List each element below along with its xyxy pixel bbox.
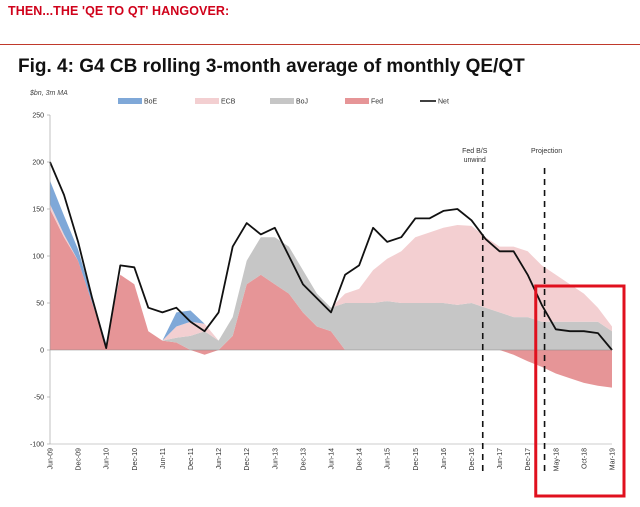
x-tick-label: Dec-09 xyxy=(76,448,83,471)
chart-legend: BoE ECB BoJ Fed Net xyxy=(118,98,449,106)
x-tick-label: Jun-09 xyxy=(48,448,55,470)
area-fed xyxy=(50,209,612,388)
x-tick-label: Oct-18 xyxy=(581,448,588,469)
legend-swatch-fed xyxy=(345,98,369,104)
x-tick-label: Dec-17 xyxy=(525,448,532,471)
x-tick-label: Jun-10 xyxy=(104,448,111,470)
x-tick-label: Dec-12 xyxy=(244,448,251,471)
x-tick-label: Dec-14 xyxy=(357,448,364,471)
y-tick-label: 50 xyxy=(36,301,44,308)
y-tick-label: 250 xyxy=(32,113,44,120)
x-tick-label: Jun-14 xyxy=(329,448,336,470)
x-tick-label: Jun-13 xyxy=(272,448,279,470)
annotation-label: Fed B/S xyxy=(462,148,488,155)
chart-title: Fig. 4: G4 CB rolling 3-month average of… xyxy=(18,56,525,77)
x-tick-label: Dec-11 xyxy=(188,448,195,470)
x-tick-label: Jun-16 xyxy=(441,448,448,470)
legend-swatch-boj xyxy=(270,98,294,104)
page-banner: THEN...THE 'QE TO QT' HANGOVER: xyxy=(8,4,230,18)
legend-label-boe: BoE xyxy=(144,99,158,106)
y-tick-label: 100 xyxy=(32,254,44,261)
x-tick-label: Mar-19 xyxy=(610,448,617,470)
y-tick-label: 150 xyxy=(32,207,44,214)
legend-label-net: Net xyxy=(438,99,449,106)
net-line xyxy=(49,161,613,351)
chart-areas xyxy=(50,180,612,388)
x-tick-label: Jun-12 xyxy=(216,448,223,470)
legend-label-fed: Fed xyxy=(371,99,383,106)
legend-swatch-boe xyxy=(118,98,142,104)
x-tick-label: Jun-11 xyxy=(160,448,167,469)
y-tick-label: 200 xyxy=(32,160,44,167)
x-tick-label: Dec-15 xyxy=(413,448,420,471)
chart-axes: 250 200 150 100 50 0 -50 -100 Jun-09 Dec-09 Jun-10… xyxy=(30,113,617,472)
x-tick-label: May-18 xyxy=(553,448,560,471)
y-tick-label: -100 xyxy=(30,442,44,449)
x-tick-label: Dec-10 xyxy=(132,448,139,471)
annotation-label: unwind xyxy=(464,157,486,164)
legend-label-ecb: ECB xyxy=(221,99,236,106)
legend-swatch-ecb xyxy=(195,98,219,104)
annotation-label: Projection xyxy=(531,148,562,155)
banner-divider xyxy=(0,44,640,45)
x-tick-label: Jun-17 xyxy=(497,448,504,470)
chart-net-line xyxy=(49,161,613,351)
x-tick-label: Dec-13 xyxy=(300,448,307,471)
area-boj xyxy=(50,209,612,350)
x-tick-label: Jun-15 xyxy=(385,448,392,470)
area-ecb xyxy=(50,204,612,346)
projection-highlight-box xyxy=(534,284,626,498)
chart-annotations: Fed B/S unwind Projection xyxy=(462,148,626,498)
legend-label-boj: BoJ xyxy=(296,99,308,106)
y-tick-label: -50 xyxy=(34,395,44,402)
y-axis-units-label: $bn, 3m MA xyxy=(30,90,68,97)
x-tick-label: Dec-16 xyxy=(469,448,476,471)
y-tick-label: 0 xyxy=(40,348,44,355)
chart-grid xyxy=(47,114,50,445)
